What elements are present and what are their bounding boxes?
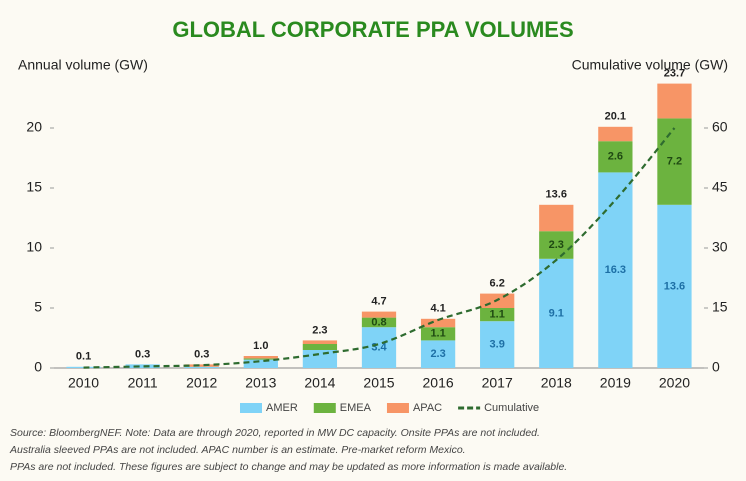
segment-label: 16.3 xyxy=(605,264,626,276)
bar-segment xyxy=(243,358,278,360)
segment-label: 2.3 xyxy=(430,348,445,360)
total-label: 1.0 xyxy=(253,340,268,352)
x-tick-label: 2017 xyxy=(482,375,513,391)
bar-segment xyxy=(302,340,338,344)
segment-label: 13.6 xyxy=(664,280,685,292)
x-tick-label: 2016 xyxy=(423,375,454,391)
y-tick-label: 10 xyxy=(26,239,42,255)
bar-segment xyxy=(302,350,338,368)
total-label: 13.6 xyxy=(546,189,567,201)
legend-label: EMEA xyxy=(340,402,372,414)
y-tick-label: 5 xyxy=(34,299,42,315)
total-label: 2.3 xyxy=(312,324,327,336)
y-tick-label: 0 xyxy=(34,359,42,375)
legend-label: AMER xyxy=(266,402,298,414)
bar-segment xyxy=(539,258,574,368)
total-label: 0.1 xyxy=(76,351,91,363)
bar-segment xyxy=(184,364,219,367)
bar-segment xyxy=(539,231,574,259)
bar-segment xyxy=(598,141,633,173)
segment-label: 7.2 xyxy=(667,156,682,168)
bar-segment xyxy=(657,204,692,368)
x-tick-label: 2019 xyxy=(600,375,631,391)
segment-label: 1.1 xyxy=(430,328,445,340)
bar-segment xyxy=(420,327,456,341)
x-tick-label: 2011 xyxy=(128,375,158,391)
y2-tick-label: 0 xyxy=(712,359,720,375)
footnote: Australia sleeved PPAs are not included.… xyxy=(9,444,466,456)
x-tick-label: 2010 xyxy=(68,375,99,391)
x-tick-label: 2014 xyxy=(304,375,335,391)
legend-swatch xyxy=(313,403,336,413)
bar-segment xyxy=(598,172,633,368)
bar-segment xyxy=(420,340,456,368)
x-tick-label: 2012 xyxy=(186,375,217,391)
bar-segment xyxy=(480,308,515,322)
total-label: 4.1 xyxy=(430,303,445,315)
legend-label: APAC xyxy=(413,402,442,414)
y2-tick-label: 15 xyxy=(712,299,728,315)
bar-segment xyxy=(480,321,515,368)
legend-swatch xyxy=(386,403,409,413)
footnote: Source: BloombergNEF. Note: Data are thr… xyxy=(10,427,540,439)
segment-label: 2.6 xyxy=(608,151,623,163)
bar-segment xyxy=(125,364,160,368)
segment-label: 3.4 xyxy=(371,342,387,354)
y2-tick-label: 30 xyxy=(712,239,728,255)
segment-label: 3.9 xyxy=(490,339,505,351)
total-label: 4.7 xyxy=(371,296,386,308)
total-label: 0.3 xyxy=(135,348,150,360)
y-axis-label: Annual volume (GW) xyxy=(18,57,148,73)
bar-segment xyxy=(420,318,456,328)
bar-segment xyxy=(539,204,574,232)
bar-segment xyxy=(243,356,278,359)
footnote: PPAs are not included. These figures are… xyxy=(10,461,567,473)
y-tick-label: 15 xyxy=(26,179,42,195)
segment-label: 2.3 xyxy=(549,239,564,251)
total-label: 0.3 xyxy=(194,348,209,360)
y2-tick-label: 45 xyxy=(712,179,728,195)
x-tick-label: 2013 xyxy=(245,375,276,391)
bar-segment xyxy=(302,344,338,350)
chart-title: GLOBAL CORPORATE PPA VOLUMES xyxy=(172,17,573,42)
total-label: 20.1 xyxy=(605,111,626,123)
segment-label: 9.1 xyxy=(549,307,564,319)
segment-label: 1.1 xyxy=(490,309,505,321)
legend-label: Cumulative xyxy=(484,402,539,414)
segment-label: 0.8 xyxy=(371,316,386,328)
x-tick-label: 2015 xyxy=(363,375,394,391)
y-tick-label: 20 xyxy=(26,119,42,135)
bar-segment xyxy=(243,359,278,368)
total-label: 23.7 xyxy=(664,68,685,80)
y2-axis-label: Cumulative volume (GW) xyxy=(572,57,728,73)
bar-segment xyxy=(657,118,692,205)
legend-swatch xyxy=(240,403,262,413)
bar-segment xyxy=(657,83,692,119)
y2-tick-label: 60 xyxy=(712,119,728,135)
x-tick-label: 2018 xyxy=(541,375,572,391)
x-tick-label: 2020 xyxy=(659,375,690,391)
bar-segment xyxy=(361,311,397,318)
cumulative-line xyxy=(83,127,676,369)
bar-segment xyxy=(598,126,633,142)
bar-segment xyxy=(361,317,397,328)
total-label: 6.2 xyxy=(490,278,505,290)
bar-segment xyxy=(184,366,219,368)
